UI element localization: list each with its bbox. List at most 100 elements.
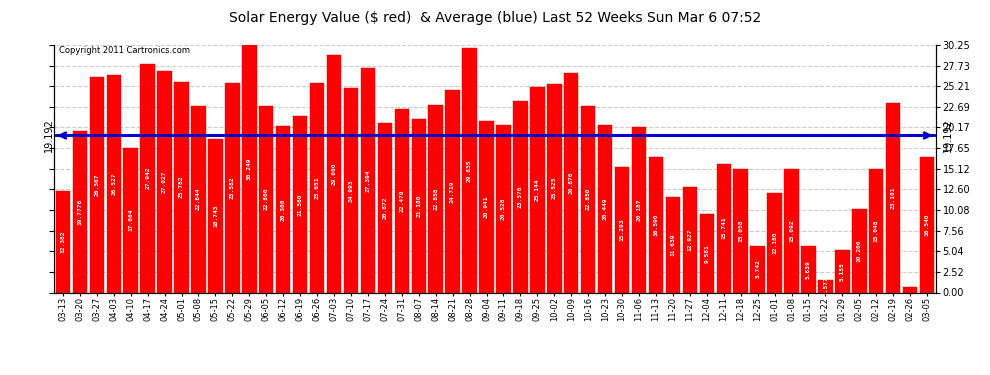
Text: 19.192: 19.192: [942, 118, 952, 152]
Text: 5.155: 5.155: [840, 262, 844, 281]
Bar: [412, 119, 426, 292]
Bar: [615, 167, 630, 292]
Bar: [767, 193, 782, 292]
Bar: [141, 64, 154, 292]
Text: 11.639: 11.639: [670, 234, 675, 256]
Bar: [496, 124, 511, 292]
Bar: [243, 45, 256, 292]
Text: 12.927: 12.927: [687, 228, 692, 251]
Bar: [360, 68, 375, 292]
Text: 29.835: 29.835: [467, 159, 472, 182]
Text: 29.000: 29.000: [332, 163, 337, 185]
Bar: [665, 197, 680, 292]
Bar: [191, 106, 206, 292]
Bar: [683, 187, 697, 292]
Bar: [784, 169, 799, 292]
Bar: [531, 87, 544, 292]
Text: 26.527: 26.527: [111, 173, 116, 195]
Text: 23.101: 23.101: [891, 187, 896, 209]
Bar: [157, 71, 172, 292]
Text: Copyright 2011 Cartronics.com: Copyright 2011 Cartronics.com: [58, 46, 190, 55]
Text: 20.528: 20.528: [501, 197, 506, 220]
Text: 10.206: 10.206: [856, 240, 862, 262]
Bar: [513, 101, 528, 292]
Bar: [429, 105, 443, 292]
Text: 16.540: 16.540: [925, 214, 930, 236]
Text: 9.581: 9.581: [704, 244, 709, 262]
Bar: [344, 88, 358, 292]
Bar: [547, 84, 561, 292]
Text: 23.376: 23.376: [518, 186, 523, 208]
Bar: [174, 81, 189, 292]
Text: 17.664: 17.664: [128, 209, 134, 231]
Text: 22.470: 22.470: [399, 189, 404, 212]
Text: 21.180: 21.180: [416, 195, 422, 217]
Bar: [632, 128, 646, 292]
Bar: [717, 164, 731, 292]
Bar: [72, 131, 87, 292]
Bar: [310, 82, 325, 292]
Text: 25.144: 25.144: [535, 178, 540, 201]
Text: 20.449: 20.449: [603, 198, 608, 220]
Text: 20.187: 20.187: [637, 199, 642, 221]
Text: 5.639: 5.639: [806, 260, 811, 279]
Bar: [276, 126, 290, 292]
Text: 27.027: 27.027: [162, 171, 167, 193]
Text: 1.577: 1.577: [823, 277, 828, 296]
Text: 12.382: 12.382: [60, 231, 65, 253]
Bar: [598, 125, 613, 292]
Text: 25.651: 25.651: [315, 176, 320, 199]
Bar: [920, 157, 935, 292]
Bar: [377, 123, 392, 292]
Bar: [818, 280, 833, 292]
Bar: [55, 191, 70, 292]
Bar: [886, 104, 900, 292]
Text: 12.180: 12.180: [772, 231, 777, 254]
Bar: [90, 77, 104, 292]
Text: 16.590: 16.590: [653, 213, 658, 236]
Text: 19.7776: 19.7776: [77, 198, 82, 225]
Text: 26.876: 26.876: [568, 171, 574, 194]
Text: 15.058: 15.058: [739, 220, 743, 242]
Text: 21.560: 21.560: [298, 193, 303, 216]
Text: 15.048: 15.048: [874, 220, 879, 242]
Bar: [648, 157, 663, 292]
Text: Solar Energy Value ($ red)  & Average (blue) Last 52 Weeks Sun Mar 6 07:52: Solar Energy Value ($ red) & Average (bl…: [229, 11, 761, 25]
Text: 18.743: 18.743: [213, 205, 218, 227]
Bar: [869, 170, 883, 292]
Bar: [446, 90, 459, 292]
Text: 15.293: 15.293: [620, 219, 625, 241]
Bar: [581, 105, 595, 292]
Bar: [734, 169, 747, 292]
Text: 19.192: 19.192: [45, 118, 54, 152]
Text: 27.942: 27.942: [146, 167, 150, 189]
Text: 5.742: 5.742: [755, 260, 760, 278]
Text: 30.249: 30.249: [247, 158, 251, 180]
Text: 25.582: 25.582: [230, 177, 235, 199]
Text: 25.782: 25.782: [179, 176, 184, 198]
Bar: [801, 246, 816, 292]
Text: 20.672: 20.672: [382, 196, 387, 219]
Text: 22.850: 22.850: [586, 188, 591, 210]
Text: 22.800: 22.800: [263, 188, 268, 210]
Bar: [225, 83, 240, 292]
Bar: [836, 251, 849, 292]
Bar: [903, 287, 918, 292]
Bar: [395, 109, 409, 292]
Text: 25.525: 25.525: [551, 177, 556, 200]
Bar: [293, 116, 307, 292]
Text: 20.300: 20.300: [281, 198, 286, 221]
Text: 15.741: 15.741: [722, 217, 727, 239]
Bar: [259, 106, 273, 292]
Bar: [124, 148, 138, 292]
Bar: [479, 121, 494, 292]
Bar: [564, 73, 578, 292]
Text: 24.719: 24.719: [450, 180, 455, 203]
Text: 20.941: 20.941: [484, 196, 489, 218]
Text: 22.844: 22.844: [196, 188, 201, 210]
Text: 24.993: 24.993: [348, 179, 353, 201]
Text: 26.367: 26.367: [94, 173, 99, 196]
Bar: [208, 139, 223, 292]
Text: 15.092: 15.092: [789, 219, 794, 242]
Bar: [107, 75, 121, 292]
